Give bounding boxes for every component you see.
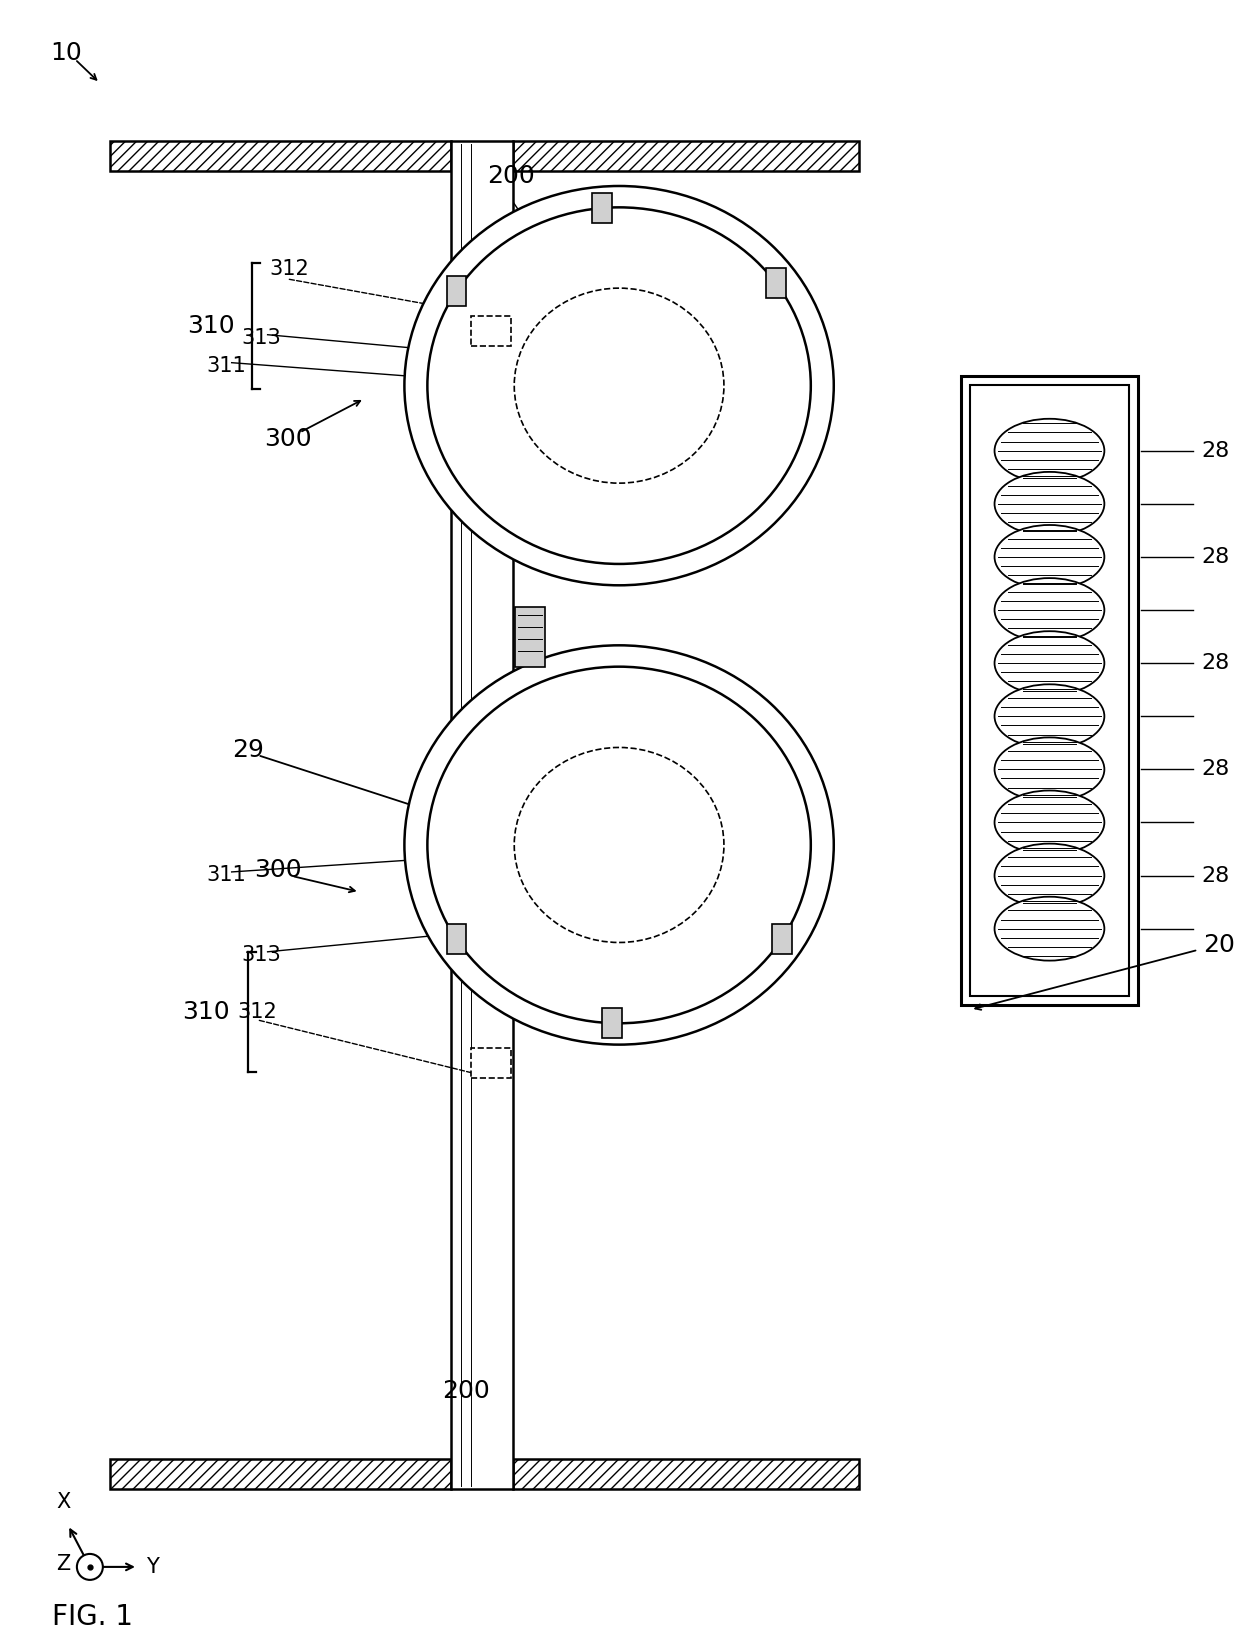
Text: 28: 28: [1202, 654, 1230, 674]
Text: 28: 28: [1202, 547, 1230, 567]
Text: W: W: [532, 705, 553, 725]
Bar: [446, 277, 466, 306]
Text: 28: 28: [1202, 759, 1230, 779]
Bar: [446, 924, 466, 954]
Text: 300: 300: [264, 427, 312, 451]
Ellipse shape: [994, 473, 1105, 535]
Text: 313: 313: [242, 945, 281, 965]
Bar: [471, 316, 511, 346]
Text: 311: 311: [207, 356, 247, 376]
Ellipse shape: [994, 684, 1105, 748]
Ellipse shape: [515, 288, 724, 483]
Bar: [603, 1008, 622, 1038]
Text: 20: 20: [1203, 932, 1235, 957]
Ellipse shape: [994, 525, 1105, 590]
Bar: [110, 1459, 451, 1489]
Ellipse shape: [404, 646, 833, 1044]
Text: W: W: [542, 451, 563, 471]
Ellipse shape: [994, 631, 1105, 695]
Text: 29: 29: [232, 738, 264, 763]
Text: FIG. 1: FIG. 1: [52, 1603, 133, 1631]
Circle shape: [77, 1553, 103, 1579]
Text: 312: 312: [269, 259, 309, 278]
Text: Y: Y: [146, 1556, 159, 1576]
Text: 27: 27: [618, 496, 644, 516]
Text: 10: 10: [50, 41, 82, 66]
Bar: [513, 142, 859, 171]
Bar: [771, 924, 791, 954]
Bar: [110, 142, 451, 171]
Text: 200: 200: [443, 1379, 490, 1403]
Ellipse shape: [515, 748, 724, 942]
Bar: [766, 268, 786, 298]
Text: X: X: [57, 1492, 71, 1512]
Text: 310: 310: [182, 1000, 229, 1024]
Bar: [516, 608, 546, 667]
Text: 28: 28: [1202, 866, 1230, 886]
Text: 25: 25: [658, 743, 686, 763]
Text: 311: 311: [207, 865, 247, 884]
Bar: [961, 376, 1138, 1005]
Text: 312: 312: [238, 1001, 278, 1021]
Ellipse shape: [994, 418, 1105, 483]
Text: W: W: [532, 479, 553, 499]
Text: 28: 28: [1202, 441, 1230, 461]
Bar: [593, 193, 613, 222]
Ellipse shape: [994, 578, 1105, 642]
Bar: [513, 1459, 859, 1489]
Bar: [513, 142, 859, 171]
Bar: [471, 1047, 511, 1077]
Ellipse shape: [428, 208, 811, 563]
Text: W: W: [542, 733, 563, 753]
Ellipse shape: [994, 738, 1105, 802]
Text: 300: 300: [254, 858, 303, 881]
Bar: [110, 142, 451, 171]
Text: 200: 200: [487, 165, 534, 188]
Bar: [451, 142, 513, 1489]
Bar: [110, 1459, 451, 1489]
Text: 313: 313: [242, 328, 281, 348]
Ellipse shape: [428, 667, 811, 1023]
Bar: [970, 385, 1130, 996]
Text: 27: 27: [618, 720, 644, 740]
Ellipse shape: [994, 843, 1105, 907]
Ellipse shape: [994, 896, 1105, 960]
Ellipse shape: [994, 791, 1105, 855]
Text: 25: 25: [658, 520, 686, 540]
Text: Z: Z: [56, 1553, 69, 1575]
Ellipse shape: [404, 186, 833, 585]
Text: 310: 310: [187, 313, 234, 338]
Bar: [513, 1459, 859, 1489]
